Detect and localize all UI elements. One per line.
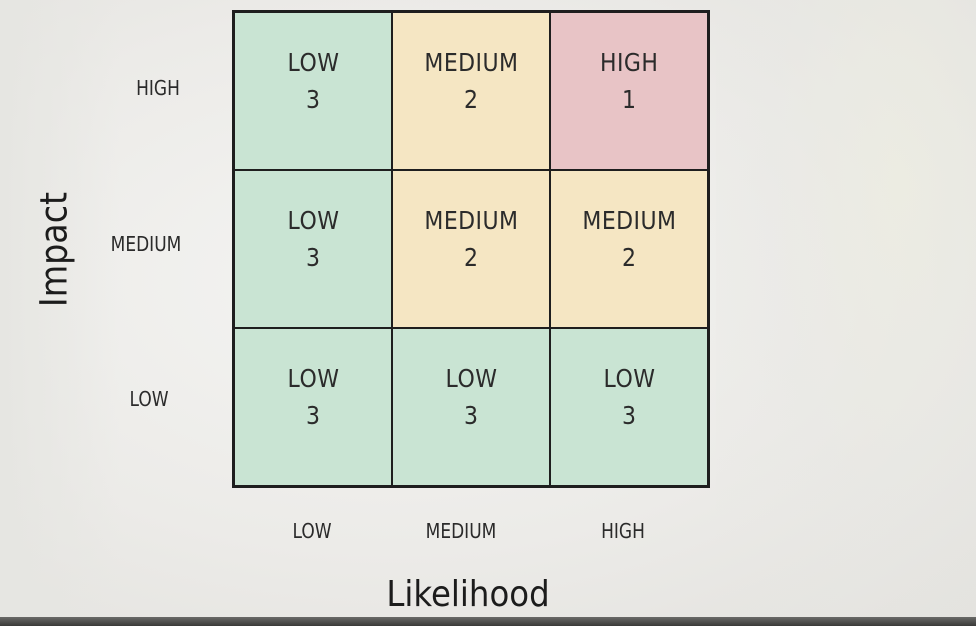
cell-impact-high-likelihood-high: HIGH 1 [550,12,708,170]
cell-impact-high-likelihood-medium: MEDIUM 2 [392,12,550,170]
cell-impact-high-likelihood-low: LOW 3 [234,12,392,170]
cell-level: LOW [287,206,339,235]
cell-score: 1 [622,85,636,114]
cell-score: 2 [464,243,478,272]
cell-score: 2 [622,243,636,272]
cell-level: LOW [603,364,655,393]
cell-impact-medium-likelihood-low: LOW 3 [234,170,392,328]
cell-score: 3 [622,401,636,430]
cell-level: MEDIUM [581,206,677,235]
cell-score: 3 [306,85,320,114]
cell-score: 3 [464,401,478,430]
cell-level: LOW [287,48,339,77]
cell-level: HIGH [599,48,659,77]
cell-impact-low-likelihood-medium: LOW 3 [392,328,550,486]
y-level-low: LOW [129,387,169,411]
x-axis-title: Likelihood [386,574,550,615]
y-level-medium: MEDIUM [110,232,182,256]
y-level-high: HIGH [136,76,180,100]
cell-level: MEDIUM [423,48,519,77]
cell-impact-medium-likelihood-medium: MEDIUM 2 [392,170,550,328]
cell-impact-low-likelihood-low: LOW 3 [234,328,392,486]
cell-level: MEDIUM [423,206,519,235]
bottom-bar [0,617,976,626]
cell-score: 3 [306,401,320,430]
background-right [716,0,976,626]
cell-score: 2 [464,85,478,114]
x-level-medium: MEDIUM [425,519,497,543]
cell-impact-low-likelihood-high: LOW 3 [550,328,708,486]
background-left [0,0,120,626]
cell-level: LOW [445,364,497,393]
risk-matrix: LOW 3 MEDIUM 2 HIGH 1 LOW 3 MEDIUM 2 MED… [232,10,710,488]
x-level-low: LOW [292,519,332,543]
cell-impact-medium-likelihood-high: MEDIUM 2 [550,170,708,328]
x-level-high: HIGH [601,519,645,543]
cell-score: 3 [306,243,320,272]
cell-level: LOW [287,364,339,393]
y-axis-title: Impact [32,191,76,308]
